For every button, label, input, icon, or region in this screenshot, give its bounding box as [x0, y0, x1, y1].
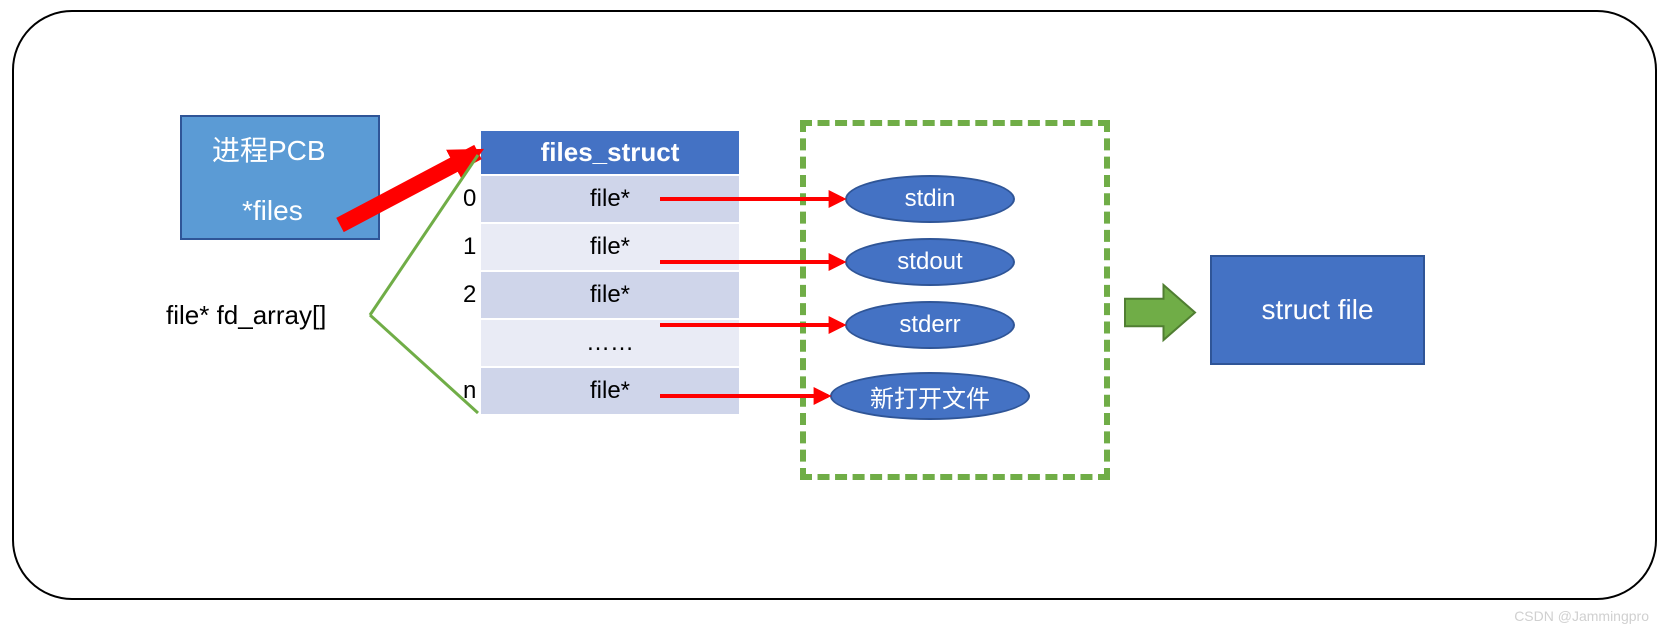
watermark: CSDN @Jammingpro [1514, 608, 1649, 624]
bracket-line [370, 315, 478, 413]
block-arrow-icon [1125, 285, 1195, 340]
arrow-pcb-to-files [340, 152, 478, 225]
arrow-layer [0, 0, 1669, 636]
